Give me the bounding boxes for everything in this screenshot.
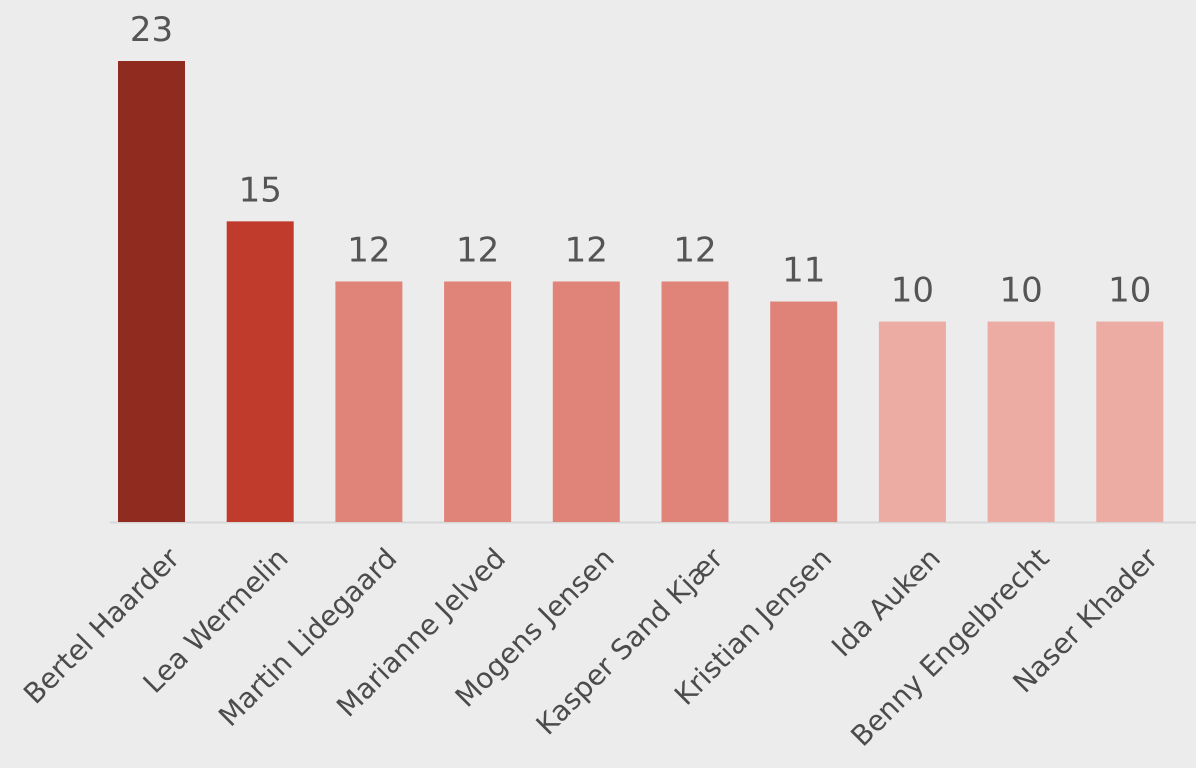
- value-labels-layer: 23 15 12 12 12 12 11 10 10 10: [130, 10, 1152, 311]
- bar-9: [987, 321, 1055, 522]
- bar-2: [226, 221, 294, 522]
- category-label-3: Martin Lidegaard: [212, 542, 403, 733]
- bar-4: [444, 281, 512, 522]
- value-label-7: 11: [782, 251, 825, 291]
- value-label-9: 10: [999, 271, 1042, 311]
- value-label-3: 12: [347, 230, 390, 270]
- bars-layer: [118, 61, 1164, 522]
- value-label-6: 12: [673, 230, 716, 270]
- category-label-6: Kasper Sand Kjær: [530, 541, 730, 741]
- value-label-5: 12: [565, 230, 608, 270]
- bar-6: [661, 281, 729, 522]
- bar-10: [1096, 321, 1164, 522]
- value-label-8: 10: [891, 271, 934, 311]
- value-label-1: 23: [130, 10, 173, 50]
- value-label-4: 12: [456, 230, 499, 270]
- bar-1: [118, 61, 185, 522]
- bar-7: [770, 301, 838, 522]
- category-label-9: Benny Engelbrecht: [844, 542, 1055, 753]
- bar-8: [878, 321, 946, 522]
- bar-3: [335, 281, 403, 522]
- bar-5: [552, 281, 620, 522]
- value-label-2: 15: [239, 170, 282, 210]
- value-label-10: 10: [1108, 271, 1151, 311]
